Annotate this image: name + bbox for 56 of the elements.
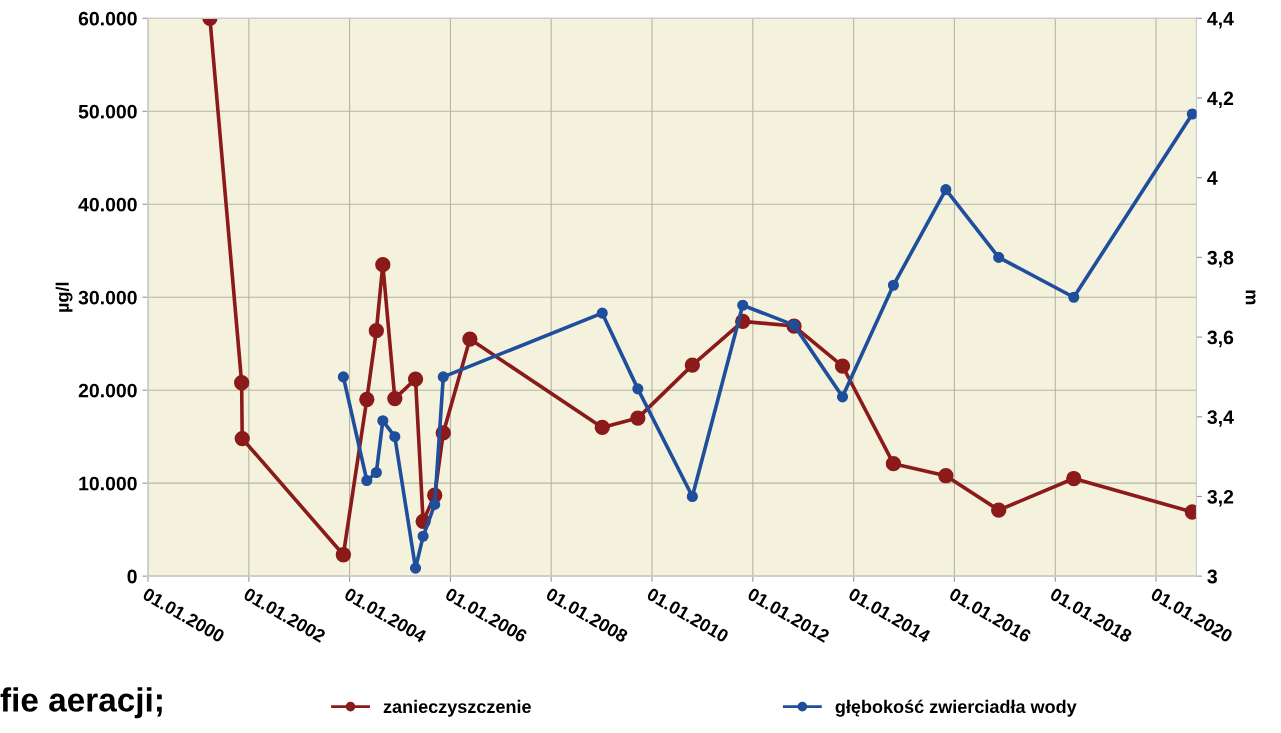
- text: fie aeracji;: [0, 687, 162, 719]
- y2-tick-label: 3,4: [1207, 410, 1234, 427]
- point: [361, 474, 373, 487]
- point: [630, 410, 646, 426]
- point: [375, 257, 391, 273]
- point: [885, 456, 902, 472]
- point: [737, 299, 749, 311]
- y-tick-label: 20.000: [78, 383, 137, 398]
- y2-tick-label: 4,4: [1207, 11, 1234, 29]
- y-tick-label: 10.000: [79, 476, 137, 491]
- point: [387, 390, 403, 407]
- y2-tick-label: 3,6: [1207, 330, 1234, 348]
- point: [377, 415, 389, 427]
- point: [409, 562, 422, 574]
- point: [836, 391, 849, 403]
- point: [1066, 470, 1082, 487]
- y-tick-label: 40.000: [78, 197, 137, 212]
- y-tick-label: 0: [127, 569, 137, 584]
- point: [596, 307, 608, 319]
- y-axis-title: µg/l: [55, 282, 73, 312]
- y-tick-label: 50.000: [78, 104, 137, 119]
- point: [686, 490, 698, 503]
- point: [368, 323, 384, 339]
- y-tick-label: 60.000: [78, 11, 137, 26]
- point: [684, 357, 700, 373]
- y2-tick-label: 3,8: [1207, 250, 1234, 268]
- point: [429, 498, 441, 510]
- y2-tick-label: 4,2: [1207, 91, 1234, 109]
- point: [1186, 108, 1197, 120]
- point: [234, 375, 250, 391]
- legend-label: zanieczyszczenie: [383, 699, 531, 717]
- y-tick-label: 30.000: [78, 290, 137, 305]
- point: [359, 391, 375, 408]
- y2-tick-label: 3: [1207, 569, 1217, 584]
- point: [834, 358, 851, 374]
- point: [887, 279, 899, 291]
- point: [337, 371, 349, 383]
- point: [370, 466, 382, 479]
- point: [437, 371, 449, 383]
- y2-axis-title: m: [1245, 290, 1256, 305]
- point: [993, 251, 1005, 263]
- point: [991, 502, 1007, 518]
- point: [234, 430, 250, 447]
- point: [1068, 291, 1080, 303]
- y2-tick-label: 3,2: [1207, 489, 1234, 507]
- point: [632, 383, 644, 395]
- legend-label: głębokość zwierciadła wody: [835, 699, 1077, 717]
- point: [594, 419, 610, 436]
- point: [940, 184, 952, 196]
- y2-tick-label: 4: [1207, 171, 1218, 185]
- point: [417, 530, 429, 542]
- point: [462, 331, 478, 347]
- point: [938, 468, 954, 484]
- point: [407, 371, 424, 387]
- point: [335, 547, 351, 563]
- point: [389, 431, 401, 443]
